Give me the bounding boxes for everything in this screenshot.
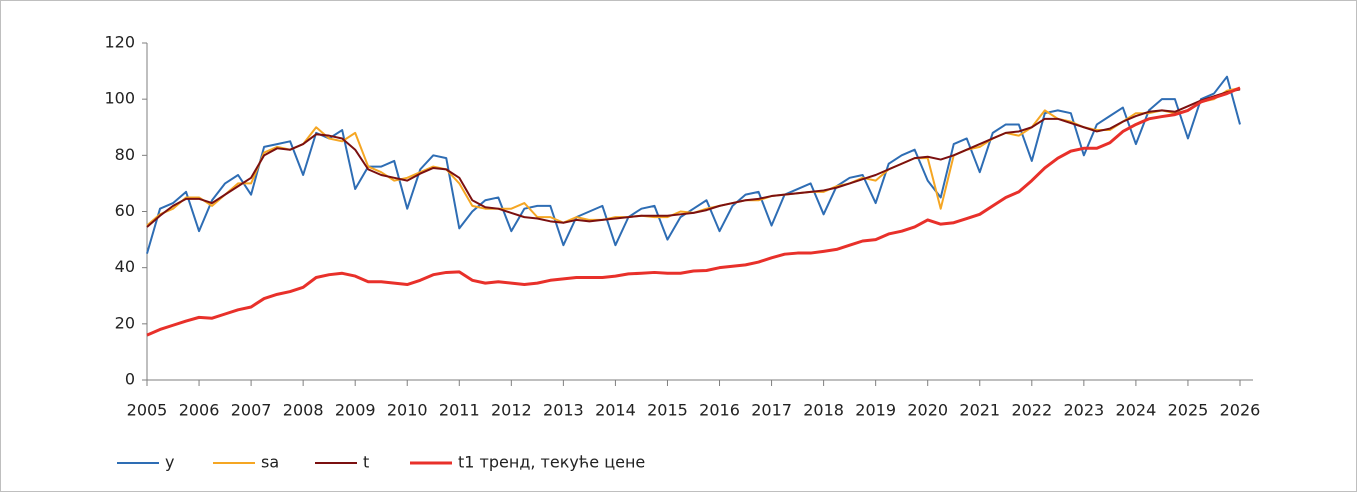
y-tick-label: 80 <box>115 145 135 164</box>
x-tick-label: 2024 <box>1116 401 1157 420</box>
x-tick-label: 2014 <box>595 401 636 420</box>
y-tick-label: 40 <box>115 257 135 276</box>
x-tick-label: 2019 <box>855 401 896 420</box>
x-tick-label: 2015 <box>647 401 688 420</box>
x-tick-label: 2011 <box>439 401 480 420</box>
x-tick-label: 2020 <box>907 401 948 420</box>
y-tick-label: 100 <box>104 89 135 108</box>
x-tick-label: 2021 <box>959 401 1000 420</box>
x-tick-label: 2016 <box>699 401 740 420</box>
y-tick-label: 60 <box>115 201 135 220</box>
y-tick-label: 0 <box>125 370 135 389</box>
x-tick-label: 2018 <box>803 401 844 420</box>
x-tick-label: 2017 <box>751 401 792 420</box>
legend-label: y <box>165 453 174 472</box>
legend-label: sa <box>261 453 279 472</box>
x-tick-label: 2025 <box>1168 401 1209 420</box>
x-tick-label: 2006 <box>179 401 220 420</box>
x-tick-label: 2010 <box>387 401 428 420</box>
legend-label: t1 тренд, текуће цене <box>458 453 645 472</box>
x-tick-label: 2022 <box>1011 401 1052 420</box>
x-tick-label: 2026 <box>1220 401 1261 420</box>
series-line <box>146 86 1241 337</box>
x-tick-label: 2012 <box>491 401 532 420</box>
x-tick-label: 2007 <box>231 401 272 420</box>
x-tick-label: 2023 <box>1063 401 1104 420</box>
y-tick-label: 120 <box>104 33 135 52</box>
x-tick-label: 2008 <box>283 401 324 420</box>
x-tick-label: 2013 <box>543 401 584 420</box>
x-tick-label: 2005 <box>127 401 168 420</box>
y-tick-label: 20 <box>115 313 135 332</box>
legend-label: t <box>363 453 369 472</box>
x-tick-label: 2009 <box>335 401 376 420</box>
series-line <box>146 88 1241 228</box>
